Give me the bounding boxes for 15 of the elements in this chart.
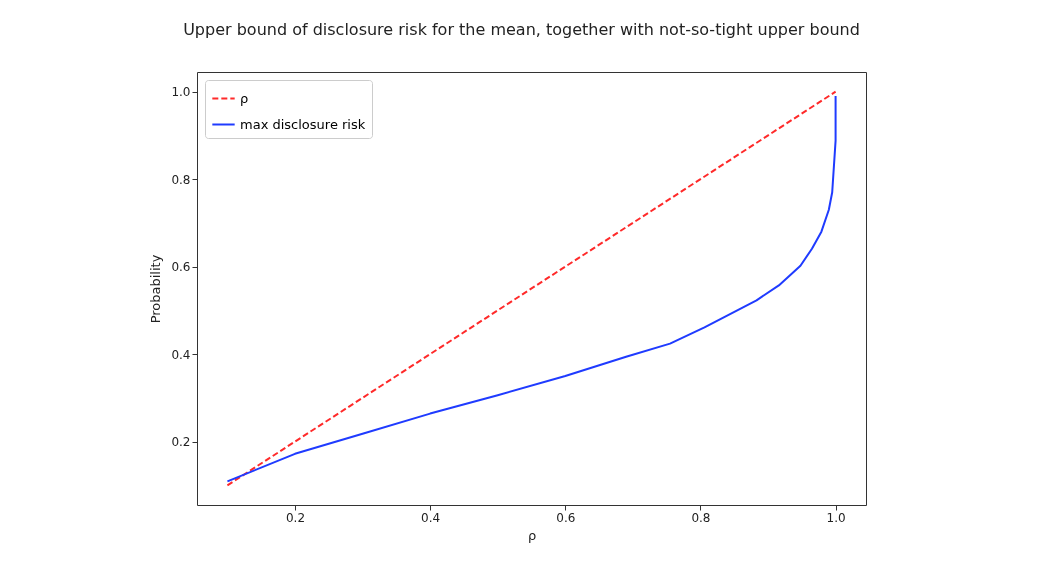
- y-tick-label: 1.0: [171, 85, 191, 100]
- legend-label: max disclosure risk: [240, 116, 366, 132]
- x-tick-label: 0.2: [285, 510, 306, 525]
- legend-label: ρ: [240, 90, 249, 106]
- y-axis-title: Probability: [148, 254, 164, 324]
- x-axis-title: ρ: [527, 527, 537, 543]
- y-tick-label: 0.6: [171, 260, 191, 275]
- chart-title: Upper bound of disclosure risk for the mean, together with not-so-tight upper bound: [183, 20, 860, 39]
- x-tick-label: 1.0: [826, 510, 846, 525]
- x-tick-label: 0.4: [421, 510, 441, 525]
- y-tick-label: 0.8: [171, 172, 191, 187]
- y-tick-label: 0.2: [171, 435, 191, 450]
- x-tick-label: 0.6: [556, 510, 576, 525]
- y-tick-label: 0.4: [171, 347, 191, 362]
- x-tick-label: 0.8: [691, 510, 711, 525]
